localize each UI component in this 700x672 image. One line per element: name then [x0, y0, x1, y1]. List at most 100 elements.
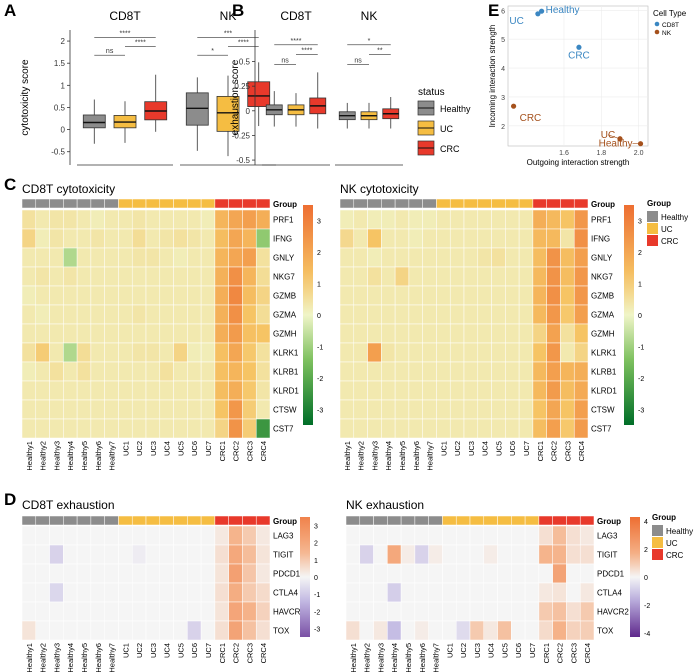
legend-label: CRC [661, 237, 679, 246]
heatmap-cell [228, 563, 243, 584]
gene-label: CST7 [273, 425, 294, 434]
heatmap-cell [49, 563, 64, 584]
group-annotation-cell [532, 198, 547, 209]
heatmap-cell [353, 304, 368, 325]
heatmap-cell [463, 418, 479, 439]
heatmap-cell [546, 323, 561, 344]
sample-label: UC6 [190, 441, 199, 456]
heatmap-cell [491, 380, 506, 401]
heatmap-cell [367, 323, 382, 344]
legend-label: CRC [440, 144, 460, 154]
heatmap-cell [381, 399, 396, 420]
heatmap-cell [353, 209, 368, 230]
heatmap-cell [449, 323, 465, 344]
heatmap-cell [118, 228, 133, 249]
heatmap-cell [131, 601, 147, 622]
heatmap-cell [21, 620, 37, 641]
colorscale-tick-label: 0 [314, 575, 318, 582]
heatmap-cell [187, 285, 202, 306]
sample-label: CRC3 [245, 441, 254, 461]
heatmap-cell [483, 525, 498, 546]
heatmap-cell [455, 582, 471, 603]
y-tick-label: 3 [501, 95, 505, 102]
heatmap-cell [76, 601, 92, 622]
heatmap-cell [76, 342, 92, 363]
heatmap-cell [145, 266, 161, 287]
heatmap-cell [242, 361, 257, 382]
heatmap-cell [255, 304, 271, 325]
heatmap-cell [49, 209, 64, 230]
gene-label: KLRK1 [273, 349, 299, 358]
heatmap-cell [35, 304, 50, 325]
heatmap-cell [477, 247, 492, 268]
heatmap-cell [159, 525, 174, 546]
heatmap-cell [491, 266, 506, 287]
heatmap-cell [145, 399, 161, 420]
heatmap-cell [63, 380, 78, 401]
heatmap-cell [131, 525, 147, 546]
heatmap-cell [200, 418, 216, 439]
heatmap-cell [104, 266, 119, 287]
heatmap-cell [381, 266, 396, 287]
heatmap-cell [560, 266, 575, 287]
sample-label: UC4 [163, 441, 172, 456]
heatmap-cell [442, 525, 457, 546]
colorscale-tick-label: 1 [638, 282, 642, 289]
heatmap-cell [63, 544, 78, 565]
heatmap-cell [159, 209, 174, 230]
heatmap-cell [566, 582, 581, 603]
heatmap-cell [497, 620, 512, 641]
group-annotation-cell [483, 515, 498, 526]
heatmap-cell [49, 342, 64, 363]
legend-title: status [418, 87, 445, 98]
heatmap-cell [255, 418, 271, 439]
heatmap-cell [455, 544, 471, 565]
heatmap-cell [173, 399, 188, 420]
heatmap-cell [228, 544, 243, 565]
heatmap-cell [422, 323, 437, 344]
heatmap-cell [560, 418, 575, 439]
heatmap-cell [76, 228, 92, 249]
legend-swatch-healthy [647, 211, 658, 222]
y-tick-label: 2 [501, 124, 505, 131]
heatmap-cell [373, 563, 388, 584]
heatmap-cell [131, 544, 147, 565]
heatmap-cell [367, 247, 382, 268]
heatmap-cell [449, 285, 465, 306]
heatmap-cell [505, 304, 520, 325]
heatmap-cell [159, 544, 174, 565]
status-legend: status Healthy UC CRC [417, 87, 471, 156]
heatmap-cell [373, 582, 388, 603]
significance-label: **** [135, 39, 146, 46]
y-tick-label: 0 [246, 107, 251, 116]
heatmap-cell [63, 247, 78, 268]
y-axis-label: exhaustion score [230, 59, 241, 135]
heatmap-cell [200, 209, 216, 230]
heatmap-cell [104, 563, 119, 584]
sample-label: CRC1 [218, 441, 227, 461]
heatmap-cell [455, 563, 471, 584]
heatmap-cell [394, 266, 410, 287]
group-annotation-cell [21, 515, 37, 526]
gene-label: GNLY [591, 254, 613, 263]
heatmap-cell [387, 601, 402, 622]
sample-label: UC2 [135, 643, 144, 658]
heatmap-cell [35, 525, 50, 546]
group-annotation-cell [345, 515, 361, 526]
heatmap-cell [173, 620, 188, 641]
y-axis-label: cytotoxicity score [20, 59, 31, 136]
heatmap-cell [90, 399, 105, 420]
heatmap-cell [353, 418, 368, 439]
heatmap-cell [118, 323, 133, 344]
heatmap-cell [187, 228, 202, 249]
gene-label: TOX [273, 627, 290, 636]
y-tick-label: 2 [61, 37, 66, 46]
heatmap-cell [35, 209, 50, 230]
heatmap-cell [159, 304, 174, 325]
scatter-point [535, 11, 541, 17]
heatmap-cell [469, 620, 485, 641]
heatmap-cell [532, 304, 547, 325]
heatmap-cell [104, 418, 119, 439]
heatmap-cell [491, 361, 506, 382]
